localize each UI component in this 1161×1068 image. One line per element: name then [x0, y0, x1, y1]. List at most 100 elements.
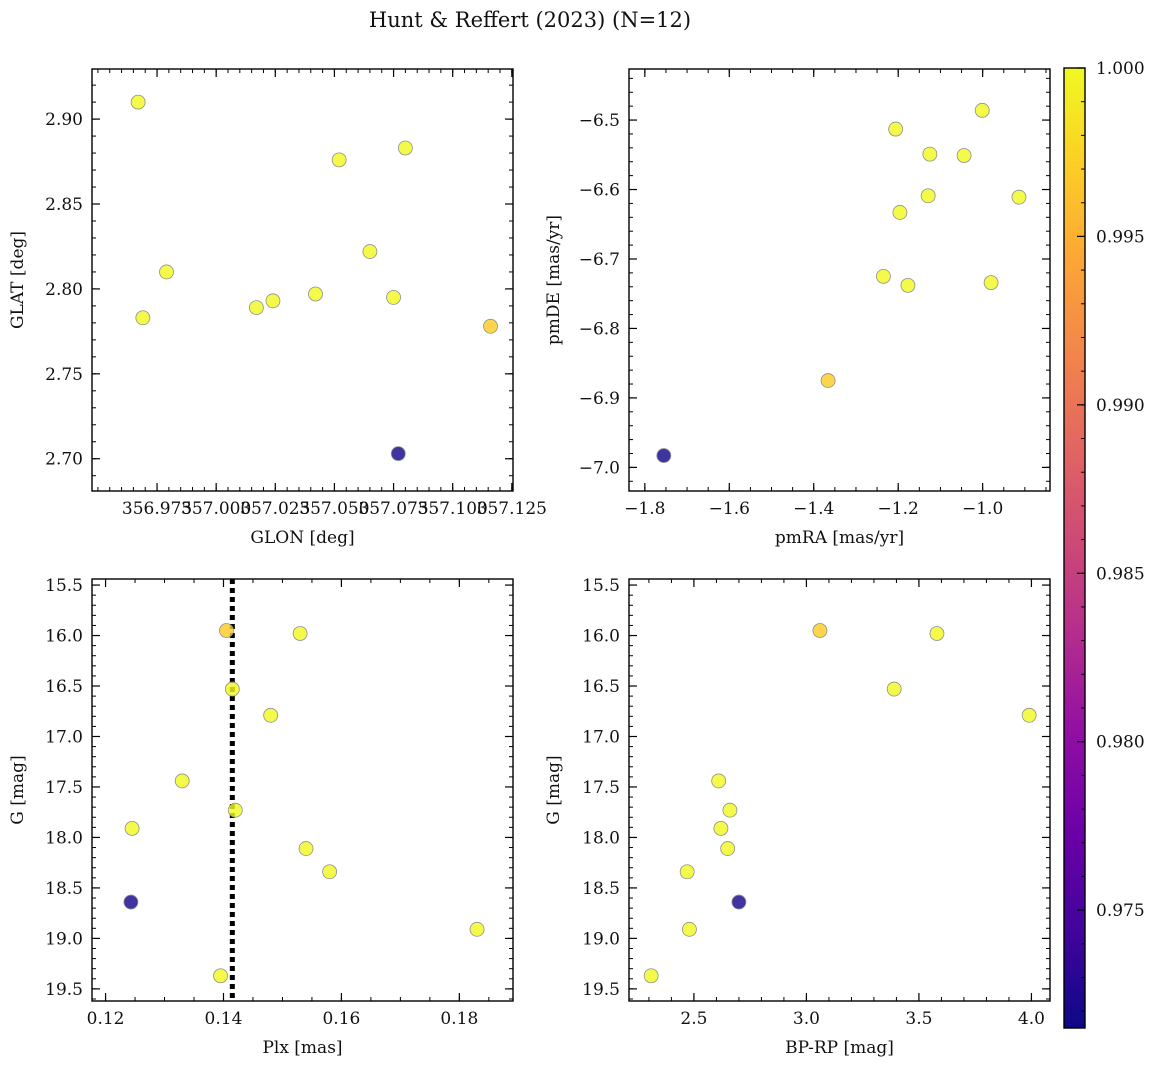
axes-frame — [91, 68, 514, 492]
scatter-point — [263, 707, 279, 723]
colorbar-tick-label: 0.990 — [1096, 396, 1145, 416]
y-axis-label: pmDE [mas/yr] — [544, 215, 564, 345]
x-tick-label: 3.5 — [905, 1009, 932, 1029]
y-tick-label: −6.5 — [579, 111, 620, 131]
y-tick-label: 17.5 — [45, 778, 83, 798]
y-axis-label: G [mag] — [8, 755, 28, 824]
scatter-point — [711, 773, 727, 789]
scatter-point — [483, 318, 498, 334]
scatter-point — [929, 626, 945, 641]
scatter-point — [1011, 189, 1027, 205]
x-tick-label: 357.000 — [181, 499, 251, 519]
scatter-point — [974, 102, 990, 118]
y-tick-label: 17.5 — [582, 778, 620, 798]
y-tick-label: 2.70 — [45, 450, 83, 470]
colorbar-tick-label: 0.975 — [1096, 901, 1145, 921]
x-tick-label: 357.125 — [477, 499, 547, 519]
scatter-point — [213, 968, 228, 984]
y-tick-label: 19.5 — [45, 980, 83, 1000]
scatter-point — [123, 894, 139, 910]
x-tick-label: 357.050 — [299, 499, 369, 519]
scatter-point — [135, 310, 151, 326]
scatter-point — [679, 864, 695, 880]
scatter-point — [720, 841, 736, 856]
scatter-point — [362, 244, 378, 259]
y-tick-label: 15.5 — [45, 576, 83, 596]
x-tick-label: 2.5 — [680, 1009, 707, 1029]
y-tick-label: 19.0 — [582, 929, 620, 949]
scatter-point — [390, 446, 406, 462]
scatter-point — [227, 802, 243, 818]
scatter-point — [331, 152, 347, 168]
axes-frame — [91, 578, 514, 1002]
y-tick-label: 17.0 — [45, 727, 83, 747]
panel-glon-glat: 356.975357.000357.025357.050357.075357.1… — [8, 68, 547, 548]
colorbar-gradient — [1064, 68, 1085, 1028]
x-tick-label: 357.025 — [240, 499, 310, 519]
minor-ticks — [92, 69, 513, 491]
y-tick-label: 15.5 — [582, 576, 620, 596]
scatter-point — [812, 623, 828, 638]
colorbar-tick-label: 0.980 — [1096, 733, 1145, 753]
minor-ticks — [92, 579, 513, 1001]
scatter-point — [682, 921, 697, 937]
scatter-point — [922, 146, 938, 162]
scatter-point — [219, 623, 234, 638]
scatter-point — [900, 277, 916, 293]
scatter-point — [643, 968, 659, 984]
y-tick-label: 18.0 — [582, 828, 620, 848]
scatter-point — [322, 864, 338, 880]
x-tick-label: 357.075 — [358, 499, 428, 519]
x-axis-label: BP-RP [mag] — [785, 1038, 894, 1058]
y-tick-label: −6.7 — [579, 250, 620, 270]
scatter-point — [159, 264, 174, 280]
y-tick-label: 18.0 — [45, 828, 83, 848]
axes-frame — [628, 68, 1051, 492]
x-axis-label: Plx [mas] — [262, 1038, 342, 1058]
scatter-point — [397, 140, 413, 156]
scatter-point — [731, 894, 747, 910]
x-tick-label: −1.0 — [962, 499, 1003, 519]
x-tick-label: 357.100 — [418, 499, 488, 519]
y-tick-label: 19.5 — [582, 980, 620, 1000]
colorbar-tick-label: 0.985 — [1096, 564, 1145, 584]
colorbar-tick-label: 0.995 — [1096, 227, 1145, 247]
y-tick-label: 18.5 — [582, 879, 620, 899]
x-tick-label: 0.18 — [440, 1009, 478, 1029]
x-tick-label: 4.0 — [1018, 1009, 1045, 1029]
scatter-point — [386, 290, 401, 305]
y-axis-label: G [mag] — [544, 755, 564, 824]
x-tick-label: −1.4 — [793, 499, 834, 519]
y-tick-label: 16.5 — [582, 677, 620, 697]
scatter-point — [248, 300, 264, 315]
x-tick-label: 356.975 — [122, 499, 192, 519]
scatter-point — [888, 121, 904, 137]
scatter-point — [265, 293, 281, 309]
scatter-point — [1021, 707, 1037, 723]
scatter-point — [292, 626, 308, 641]
x-tick-label: 3.0 — [793, 1009, 820, 1029]
x-tick-label: −1.2 — [878, 499, 919, 519]
y-tick-label: −7.0 — [579, 458, 620, 478]
colorbar: 0.975 0.980 0.985 0.990 0.995 1.000 — [1063, 59, 1145, 1029]
scatter-point — [920, 188, 936, 204]
x-axis-label: GLON [deg] — [250, 528, 354, 548]
y-tick-label: 16.5 — [45, 677, 83, 697]
scatter-point — [298, 841, 314, 856]
scatter-point — [892, 205, 908, 220]
y-tick-label: 19.0 — [45, 929, 83, 949]
y-tick-label: 2.90 — [45, 110, 83, 130]
scatter-point — [713, 820, 729, 836]
scatter-point — [308, 286, 323, 302]
scatter-point — [722, 802, 738, 818]
y-tick-label: 2.75 — [45, 365, 83, 385]
scatter-point — [983, 275, 999, 291]
scatter-point — [124, 820, 140, 836]
scatter-point — [886, 681, 902, 697]
x-tick-label: −1.8 — [624, 499, 665, 519]
scatter-point — [224, 681, 240, 697]
y-tick-label: 16.0 — [582, 627, 620, 647]
x-tick-label: 0.16 — [322, 1009, 360, 1029]
y-tick-label: 2.80 — [45, 280, 83, 300]
